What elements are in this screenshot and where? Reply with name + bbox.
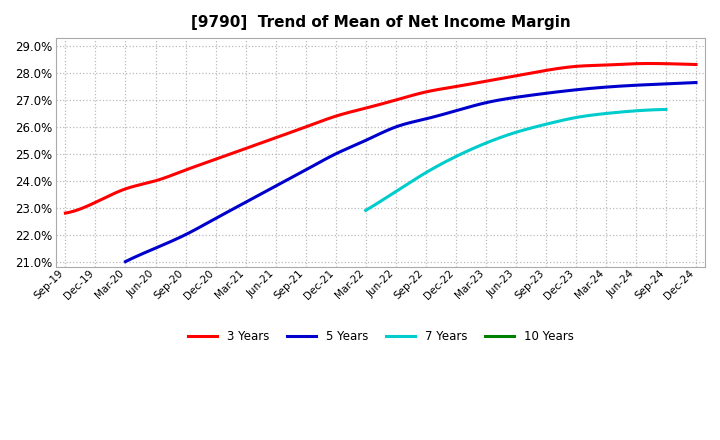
Title: [9790]  Trend of Mean of Net Income Margin: [9790] Trend of Mean of Net Income Margi… [191,15,570,30]
Legend: 3 Years, 5 Years, 7 Years, 10 Years: 3 Years, 5 Years, 7 Years, 10 Years [183,326,578,348]
